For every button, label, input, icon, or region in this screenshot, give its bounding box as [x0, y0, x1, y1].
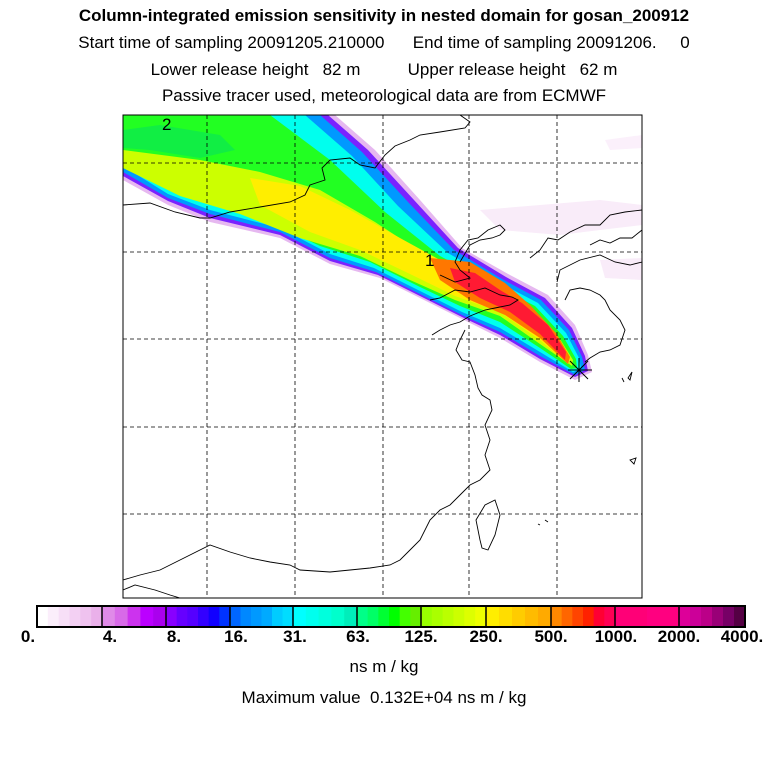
colorbar-cell [475, 606, 487, 627]
plume-lime-layer [123, 150, 573, 366]
colorbar-cell [102, 606, 116, 627]
colorbar-cell [486, 606, 500, 627]
colorbar-tick-label: 125. [404, 627, 438, 646]
colorbar-tick-label: 0. [20, 627, 36, 646]
colorbar-cell [367, 606, 379, 627]
colorbar-cell [47, 606, 60, 627]
colorbar-cell [389, 606, 401, 627]
colorbar [36, 605, 746, 628]
colorbar-cell [251, 606, 262, 627]
units-label: ns m / kg [349, 657, 419, 676]
upper-left-green-patch [123, 125, 235, 158]
colorbar-tick-label: 2000. [657, 627, 701, 646]
colorbar-cell [679, 606, 691, 627]
colorbar-cell [58, 606, 70, 627]
colorbar-cell [80, 606, 92, 627]
colorbar-cell [127, 606, 141, 627]
release-height-line: Lower release height 82 m Upper release … [150, 60, 618, 79]
faint-patch [605, 135, 642, 150]
colorbar-cell [282, 606, 294, 627]
colorbar-cell [37, 606, 49, 627]
colorbar-cell [272, 606, 283, 627]
colorbar-cell [166, 606, 178, 627]
colorbar-cell [344, 606, 358, 627]
colorbar-cell [421, 606, 433, 627]
colorbar-cell [230, 606, 241, 627]
colorbar-cell [240, 606, 252, 627]
colorbar-cell [701, 606, 713, 627]
sensitivity-map: 2 1 [122, 114, 643, 599]
colorbar-cell [208, 606, 220, 627]
colorbar-cell [431, 606, 444, 627]
colorbar-cell [525, 606, 539, 627]
plume-red-layer [450, 268, 566, 360]
colorbar-cell [512, 606, 526, 627]
lat-lon-grid [123, 115, 642, 598]
colorbar-cell [464, 606, 476, 627]
colorbar-tick-label: 63. [346, 627, 370, 646]
colorbar-cell [410, 606, 422, 627]
colorbar-cell [140, 606, 154, 627]
plot-title: Column-integrated emission sensitivity i… [78, 6, 690, 25]
colorbar-cell [318, 606, 332, 627]
colorbar-cell [91, 606, 103, 627]
colorbar-cell [723, 606, 735, 627]
colorbar-cell [538, 606, 552, 627]
sampling-time-line: Start time of sampling 20091205.210000 E… [78, 33, 690, 52]
colorbar-cell [187, 606, 199, 627]
colorbar-cell [734, 606, 746, 627]
star-icon [568, 358, 592, 382]
colorbar-cell [647, 606, 680, 627]
colorbar-cell [261, 606, 273, 627]
colorbar-cell [399, 606, 411, 627]
colorbar-cell [499, 606, 513, 627]
colorbar-frame [36, 605, 746, 628]
colorbar-cell [153, 606, 167, 627]
colorbar-cell [604, 606, 616, 627]
colorbar-cell [583, 606, 595, 627]
colorbar-tick-label: 1000. [594, 627, 638, 646]
colorbar-cell [331, 606, 345, 627]
colorbar-cell [357, 606, 369, 627]
colorbar-tick-label: 8. [166, 627, 182, 646]
faint-patch [480, 200, 642, 235]
colorbar-cell [198, 606, 210, 627]
colorbar-tick-label: 31. [283, 627, 307, 646]
colorbar-cell [378, 606, 390, 627]
faint-patch [600, 258, 642, 280]
colorbar-cell [453, 606, 465, 627]
map-label-2: 2 [162, 115, 171, 134]
colorbar-cell [442, 606, 454, 627]
colorbar-cell [615, 606, 648, 627]
map-frame [122, 114, 643, 599]
map-label-1: 1 [425, 251, 434, 270]
coastlines [123, 115, 642, 598]
maximum-value-label: Maximum value 0.132E+04 ns m / kg [241, 688, 527, 707]
colorbar-tick-label: 4. [102, 627, 118, 646]
colorbar-cell [219, 606, 231, 627]
colorbar-cell [593, 606, 605, 627]
colorbar-cell [176, 606, 188, 627]
colorbar-cell [690, 606, 702, 627]
colorbar-cell [712, 606, 724, 627]
colorbar-cell [69, 606, 81, 627]
colorbar-tick-label: 16. [224, 627, 248, 646]
colorbar-cell [561, 606, 573, 627]
colorbar-tick-label: 250. [469, 627, 503, 646]
colorbar-cell [305, 606, 320, 627]
tracer-info-line: Passive tracer used, meteorological data… [161, 86, 607, 105]
plume-yellow-layer [250, 178, 570, 364]
colorbar-cell [551, 606, 563, 627]
colorbar-tick-label: 500. [534, 627, 568, 646]
colorbar-cell [114, 606, 129, 627]
colorbar-tick-label: 4000. [720, 627, 764, 646]
colorbar-cell [293, 606, 307, 627]
colorbar-cell [572, 606, 584, 627]
